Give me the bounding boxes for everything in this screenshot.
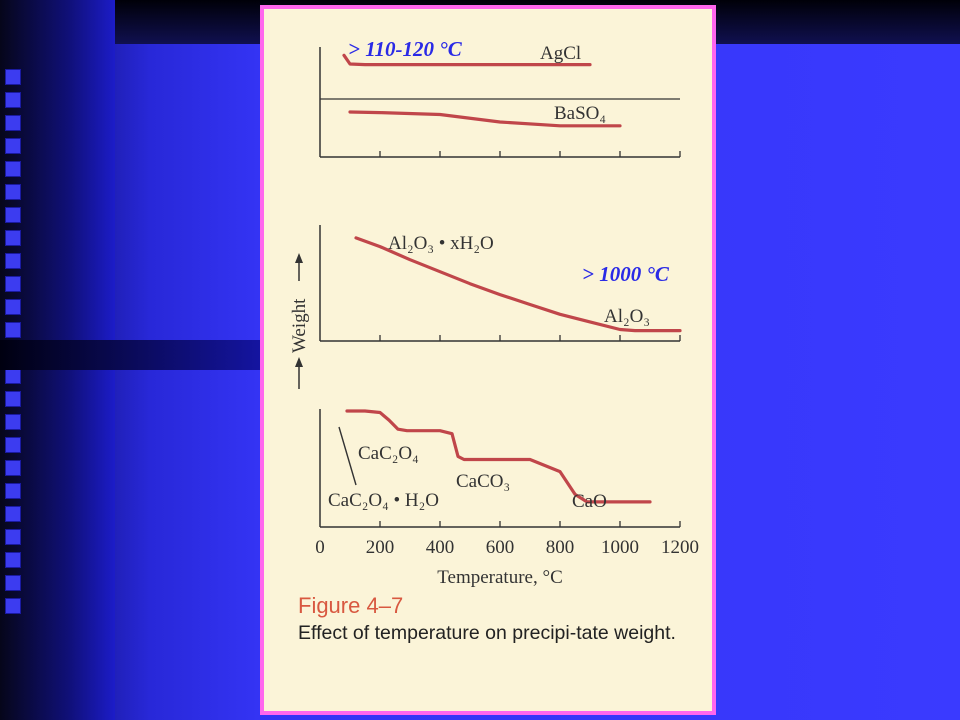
- cac2o4-h2o-pointer: [338, 426, 357, 486]
- decor-square: [6, 139, 20, 153]
- decor-square: [6, 300, 20, 314]
- decor-square: [6, 576, 20, 590]
- cac2o4-h2o-label: CaC₂O₄ • H₂O: [328, 490, 439, 511]
- decor-square: [6, 507, 20, 521]
- agcl-label: AgCl: [540, 43, 581, 64]
- annotation-110-120c: > 110-120 °C: [348, 37, 463, 61]
- decor-square: [6, 415, 20, 429]
- decor-square: [6, 116, 20, 130]
- decor-square: [6, 484, 20, 498]
- agcl-line: [342, 53, 592, 67]
- weight-axis-label: Weight: [289, 298, 310, 353]
- x-tick-label: 600: [486, 537, 515, 558]
- decor-square: [6, 461, 20, 475]
- baso4-label: BaSO₄: [554, 103, 606, 124]
- x-tick-label: 400: [426, 537, 455, 558]
- figure-panel: > 110-120 °C > 1000 °C AgCl BaSO₄ Al₂O₃ • …: [260, 5, 716, 715]
- baso4-line: [348, 110, 622, 128]
- decor-square: [6, 70, 20, 84]
- decor-square: [6, 277, 20, 291]
- calcium-oxalate-line: [345, 409, 652, 504]
- decor-square: [6, 231, 20, 245]
- decor-square: [6, 162, 20, 176]
- figure-caption: Effect of temperature on precipi-tate we…: [298, 622, 676, 644]
- decor-square: [6, 392, 20, 406]
- x-tick-label: 0: [315, 537, 325, 558]
- middle-dark-band: [0, 340, 260, 370]
- decor-square: [6, 553, 20, 567]
- annotation-1000c: > 1000 °C: [582, 262, 670, 286]
- decor-square: [6, 438, 20, 452]
- x-tick-label: 1200: [661, 537, 699, 558]
- x-tick-label: 200: [366, 537, 395, 558]
- cao-label: CaO: [572, 491, 607, 512]
- decor-square: [6, 254, 20, 268]
- decor-square: [6, 530, 20, 544]
- figure-svg: > 110-120 °C > 1000 °C AgCl BaSO₄ Al₂O₃ • …: [289, 37, 699, 588]
- cac2o4-label: CaC₂O₄: [358, 443, 419, 464]
- temperature-axis-label: Temperature, °C: [437, 567, 563, 588]
- decor-square: [6, 323, 20, 337]
- decor-square: [6, 93, 20, 107]
- al2o3-hydrate-label: Al₂O₃ • xH₂O: [388, 233, 494, 254]
- weight-arrow-down-head: [295, 357, 303, 367]
- al2o3-hydrate-line: [354, 236, 682, 333]
- al2o3-label: Al₂O₃: [604, 306, 650, 327]
- figure-number: Figure 4–7: [298, 593, 404, 618]
- caco3-label: CaCO₃: [456, 471, 510, 492]
- x-tick-label: 800: [546, 537, 575, 558]
- decor-square: [6, 369, 20, 383]
- decor-square: [6, 599, 20, 613]
- decor-square: [6, 208, 20, 222]
- weight-arrow-up-head: [295, 253, 303, 263]
- decor-square: [6, 185, 20, 199]
- x-tick-label: 1000: [601, 537, 639, 558]
